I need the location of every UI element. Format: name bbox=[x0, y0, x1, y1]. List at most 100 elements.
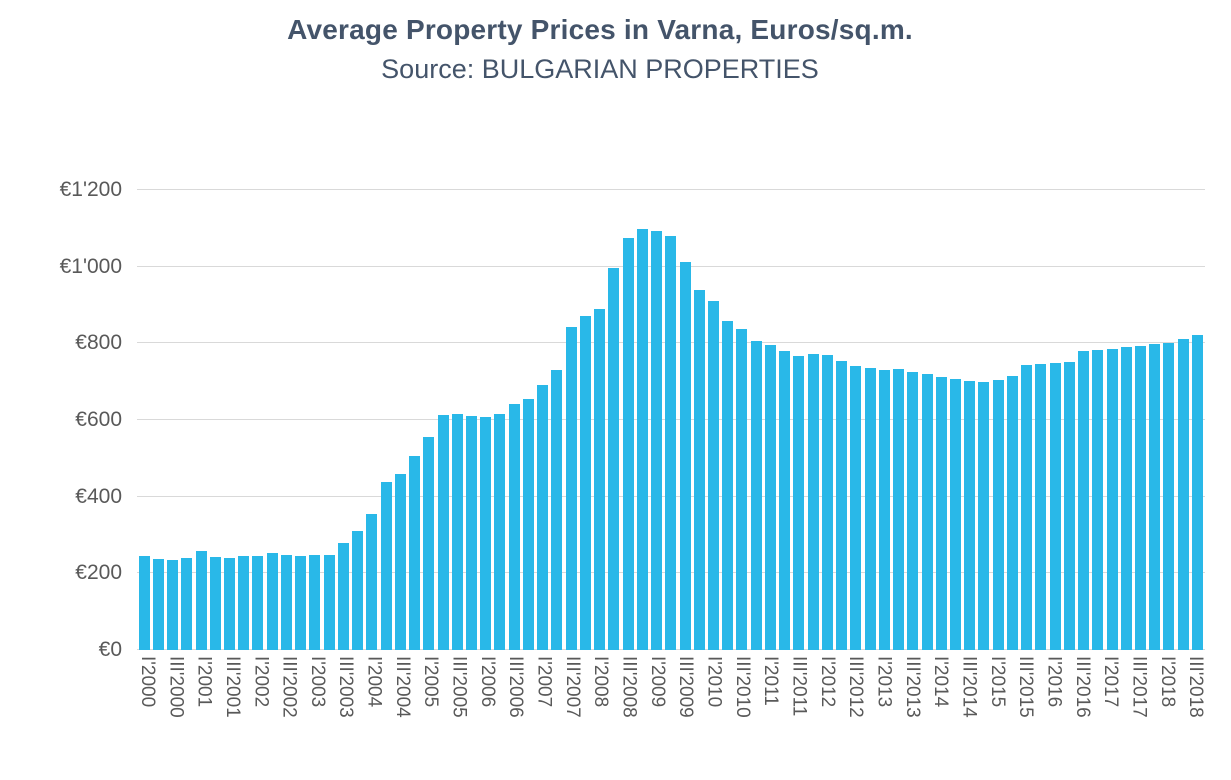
x-tick-label: III'2004 bbox=[391, 656, 413, 718]
x-tick-cell bbox=[865, 656, 873, 778]
x-tick-cell: I'2015 bbox=[986, 656, 1008, 778]
bar bbox=[836, 361, 848, 650]
x-tick-cell bbox=[469, 656, 477, 778]
bar bbox=[750, 341, 762, 650]
gridline bbox=[137, 189, 1205, 190]
bar bbox=[579, 315, 591, 650]
x-tick-cell bbox=[185, 656, 193, 778]
x-tick-label: I'2004 bbox=[363, 656, 385, 708]
chart-header: Average Property Prices in Varna, Euros/… bbox=[0, 14, 1200, 85]
bar-slot bbox=[237, 190, 251, 650]
bar-slot bbox=[393, 190, 407, 650]
x-tick-cell: III'2003 bbox=[335, 656, 356, 778]
bar-slot bbox=[763, 190, 777, 650]
bar-slot bbox=[464, 190, 478, 650]
x-tick-cell: III'2014 bbox=[958, 656, 980, 778]
bar bbox=[1191, 334, 1203, 650]
plot-area bbox=[137, 189, 1205, 650]
x-tick-cell: III'2016 bbox=[1072, 656, 1093, 778]
bar bbox=[636, 229, 648, 650]
y-tick-label: €200 bbox=[75, 561, 122, 585]
bar bbox=[238, 556, 250, 650]
bar bbox=[423, 436, 435, 650]
x-tick-label: I'2009 bbox=[646, 656, 668, 708]
bar-slot bbox=[963, 190, 977, 650]
bar bbox=[224, 558, 236, 650]
bar-slot bbox=[493, 190, 507, 650]
x-tick-label: I'2014 bbox=[930, 656, 952, 708]
x-tick-label: III'2007 bbox=[561, 656, 583, 718]
x-tick-cell bbox=[554, 656, 562, 778]
bar-slot bbox=[934, 190, 948, 650]
bar-slot bbox=[151, 190, 165, 650]
x-tick-cell bbox=[242, 656, 250, 778]
x-tick-cell: I'2005 bbox=[420, 656, 441, 778]
bar-slot bbox=[1020, 190, 1034, 650]
bar-slot bbox=[607, 190, 621, 650]
bar-slot bbox=[294, 190, 308, 650]
bar bbox=[451, 413, 463, 650]
bar bbox=[309, 555, 321, 650]
x-tick-cell: III'2009 bbox=[675, 656, 696, 778]
bar bbox=[181, 558, 193, 650]
bar-slot bbox=[137, 190, 151, 650]
bar bbox=[864, 367, 876, 650]
bar bbox=[978, 381, 990, 650]
x-tick-cell bbox=[610, 656, 618, 778]
bar bbox=[764, 344, 776, 650]
bar bbox=[594, 308, 606, 650]
x-tick-cell bbox=[752, 656, 760, 778]
bar bbox=[522, 398, 534, 650]
x-tick-label: III'2005 bbox=[448, 656, 470, 718]
bar-slot bbox=[1062, 190, 1076, 650]
x-tick-label: III'2018 bbox=[1185, 656, 1207, 718]
bar bbox=[394, 473, 406, 650]
bar-slot bbox=[507, 190, 521, 650]
bar bbox=[266, 553, 278, 650]
x-tick-label: III'2015 bbox=[1015, 656, 1037, 718]
bar-slot bbox=[948, 190, 962, 650]
bar-slot bbox=[1148, 190, 1162, 650]
bar bbox=[1149, 344, 1161, 650]
x-tick-cell: I'2007 bbox=[533, 656, 555, 778]
bar-slot bbox=[322, 190, 336, 650]
bar bbox=[679, 261, 691, 650]
x-tick-label: I'2013 bbox=[873, 656, 895, 708]
x-tick-label: I'2000 bbox=[136, 656, 158, 708]
bar-slot bbox=[906, 190, 920, 650]
x-tick-cell bbox=[525, 656, 533, 778]
x-tick-cell: I'2013 bbox=[873, 656, 895, 778]
x-tick-cell: I'2014 bbox=[930, 656, 952, 778]
x-tick-cell bbox=[355, 656, 363, 778]
bar-slot bbox=[521, 190, 535, 650]
x-tick-cell bbox=[1177, 656, 1185, 778]
bar bbox=[494, 413, 506, 650]
x-tick-label: I'2016 bbox=[1043, 656, 1065, 708]
bar bbox=[893, 369, 905, 650]
bar-slot bbox=[920, 190, 934, 650]
bar bbox=[152, 559, 164, 650]
x-tick-label: III'2014 bbox=[958, 656, 980, 718]
x-tick-cell: I'2006 bbox=[477, 656, 498, 778]
x-tick-cell bbox=[780, 656, 788, 778]
bar bbox=[466, 416, 477, 650]
bar-slot bbox=[1005, 190, 1019, 650]
bar bbox=[1120, 347, 1132, 650]
bar bbox=[280, 554, 292, 650]
x-tick-cell: III'2017 bbox=[1128, 656, 1150, 778]
bar bbox=[907, 372, 919, 650]
x-tick-label: III'2012 bbox=[845, 656, 867, 718]
x-tick-cell bbox=[1035, 656, 1043, 778]
x-tick-cell bbox=[582, 656, 590, 778]
bar bbox=[1092, 349, 1104, 650]
x-tick-cell bbox=[299, 656, 307, 778]
bar-slot bbox=[834, 190, 848, 650]
x-tick-cell bbox=[808, 656, 816, 778]
x-tick-cell: I'2001 bbox=[194, 656, 215, 778]
bar-slot bbox=[621, 190, 635, 650]
x-tick-label: III'2017 bbox=[1128, 656, 1150, 718]
x-tick-label: I'2015 bbox=[986, 656, 1008, 708]
bar-slot bbox=[208, 190, 222, 650]
bar bbox=[935, 377, 947, 650]
x-tick-label: I'2007 bbox=[533, 656, 555, 708]
